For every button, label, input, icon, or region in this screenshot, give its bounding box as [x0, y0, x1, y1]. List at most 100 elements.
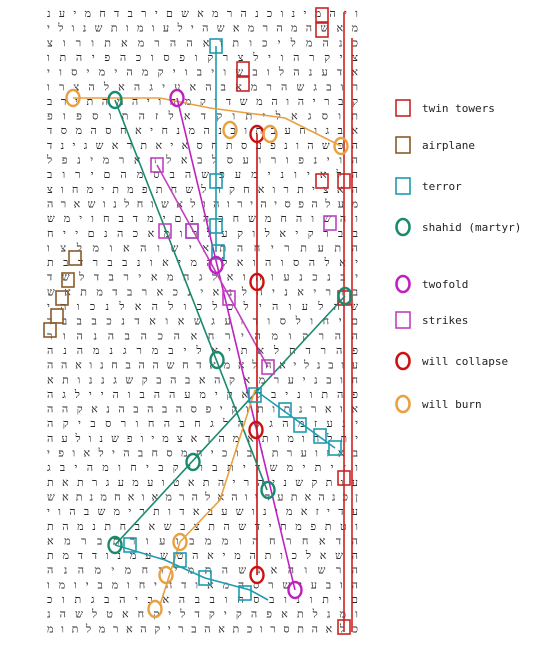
- twin-towers-letter-box: [315, 173, 329, 189]
- strikes-letter-box: [261, 359, 275, 375]
- legend-square-icon: [395, 311, 411, 329]
- grid-row: נעימחדבריםשאמרהנכונימהיו: [47, 7, 358, 20]
- legend-label: twin towers: [422, 102, 495, 115]
- will-burn-letter-oval: [65, 88, 81, 108]
- grid-row: תבדרבבנואימהלאוהוסהלאי: [47, 256, 358, 269]
- legend-label: airplane: [422, 139, 475, 152]
- shahid-line-2: [114, 295, 346, 546]
- legend-label: terror: [422, 180, 462, 193]
- terror-line-3: [254, 389, 336, 449]
- strikes-letter-box: [150, 157, 164, 173]
- strikes-letter-box: [323, 215, 337, 231]
- legend-ellipse-icon: [395, 394, 411, 414]
- terror-letter-box: [248, 387, 262, 403]
- terror-letter-box: [293, 417, 307, 433]
- legend-square-icon: [395, 136, 411, 154]
- grid-row: יוהבשמירתודאבעשונימאזידע: [47, 505, 358, 518]
- grid-row: יוסימיהמקיוביושבולהנעדא: [47, 66, 358, 79]
- grid-row: תהמנתחבאשבצתהשדיתמפתטו: [47, 520, 358, 533]
- legend-label: twofold: [422, 278, 468, 291]
- twofold-letter-oval: [208, 255, 224, 275]
- terror-letter-box: [238, 585, 252, 601]
- legend-item: twin towers: [395, 99, 495, 117]
- terror-letter-box: [198, 570, 212, 586]
- grid-row: תמדדונמעשטהאימהתוכלאשה: [47, 549, 358, 562]
- strikes-letter-box: [158, 223, 172, 239]
- airplane-letter-box: [61, 272, 75, 288]
- terror-letter-box: [209, 38, 223, 54]
- legend-item: twofold: [395, 274, 468, 294]
- will-burn-letter-oval: [222, 120, 238, 140]
- legend-item: shahid (martyr): [395, 217, 521, 237]
- legend-item: airplane: [395, 136, 475, 154]
- legend-item: strikes: [395, 311, 468, 329]
- grid-row: תאתרגעמעוטאתהירהינשקתוע: [47, 476, 358, 489]
- legend-item: will collapse: [395, 351, 508, 371]
- legend-label: strikes: [422, 314, 468, 327]
- legend-ellipse-icon: [395, 274, 411, 294]
- shahid-letter-oval: [185, 452, 201, 472]
- terror-letter-box: [209, 218, 223, 234]
- grid-row: ותהיפהכוספוקרצליוהרקיצ: [47, 51, 358, 64]
- twofold-letter-oval: [169, 88, 185, 108]
- twin-towers-letter-box: [315, 22, 329, 38]
- grid-row: אמרבתרועובממוהחרחאדה: [47, 534, 358, 547]
- grid-row: צוחמיתמפתחשלהקחאורתיצאה: [47, 183, 358, 196]
- will-burn-letter-oval: [333, 136, 349, 156]
- twin-towers-letter-box: [337, 619, 351, 635]
- terror-letter-box: [278, 402, 292, 418]
- will-collapse-letter-oval: [249, 565, 265, 585]
- letter-grid: נעימחדבריםשאמרהנכונימהיו ילונשתומועליהשאמ…: [46, 7, 358, 635]
- terror-letter-box: [211, 244, 225, 260]
- grid-row: ההקאנהבהבהספיקותותנראוא: [47, 403, 358, 416]
- strikes-line: [156, 164, 269, 368]
- grid-row: פופסותהזלאדקותילאגסות: [47, 110, 358, 123]
- twin-towers-letter-box: [337, 173, 351, 189]
- will-burn-letter-oval: [172, 532, 188, 552]
- shahid-letter-oval: [337, 286, 353, 306]
- grid-row: דניגשארתאיאסחתסעפנוהשכה: [47, 139, 358, 152]
- terror-letter-box: [123, 537, 137, 553]
- terror-letter-box: [313, 428, 327, 444]
- twin-towers-letter-box: [236, 76, 250, 92]
- legend-item: terror: [395, 177, 462, 195]
- twin-towers-letter-box: [337, 470, 351, 486]
- will-collapse-letter-oval: [249, 272, 265, 292]
- grid-row: שמיוחבדמיםנהכחשמחהושהו: [47, 212, 358, 225]
- grid-row: ההאונחבההשחדאמאלהאילנבוע: [47, 359, 358, 372]
- grid-row: צורותאמרההאותוכילמהנכ: [47, 36, 358, 49]
- legend-label: will collapse: [422, 355, 508, 368]
- will-collapse-letter-oval: [248, 420, 264, 440]
- legend-label: shahid (martyr): [422, 221, 521, 234]
- airplane-letter-box: [50, 308, 64, 324]
- terror-line-2: [114, 544, 269, 601]
- twofold-line: [176, 97, 296, 591]
- twofold-letter-oval: [287, 580, 303, 600]
- grid-row: ילונשתומועליהשאמרהמהשאמ: [47, 22, 358, 35]
- grid-row: שאתמדבראכניאנלהינאירוב: [47, 285, 358, 298]
- grid-row: כותגבהיבאהבבוחסבונותים: [47, 593, 358, 606]
- grid-row: ורצהלאהגיעאהבאמרהשגבור: [47, 80, 358, 93]
- grid-row: העלונשפוימצאדהמאתומוחלתי: [47, 432, 358, 445]
- terror-letter-box: [173, 552, 187, 568]
- grid-row: רוהנהבהכהאחריהמוקרהה: [47, 329, 358, 342]
- legend-label: will burn: [422, 398, 482, 411]
- airplane-letter-box: [43, 322, 57, 338]
- grid-row: אתוננגשקבהבאהקאמרעינבוח: [47, 373, 358, 386]
- legend: twin towers airplane terror shahid (martyr)…: [395, 99, 521, 414]
- legend-square-icon: [395, 177, 411, 195]
- grid-row: יהוכנלאהלוכלכליהועלהש: [47, 300, 358, 313]
- shahid-letter-oval: [209, 350, 225, 370]
- strikes-letter-box: [185, 223, 199, 239]
- grid-row: לפנימראחלאבלסעורופניוה: [46, 154, 358, 167]
- grid-row: גביהמוחיבקיובתידשמיתיזו: [47, 461, 358, 474]
- airplane-letter-box: [68, 250, 82, 266]
- shahid-letter-oval: [260, 480, 276, 500]
- grid-row: חייםנהכאמורלעקולאיקרבב: [47, 227, 358, 240]
- will-burn-letter-oval: [147, 599, 163, 619]
- will-burn-line-2: [159, 389, 256, 606]
- twin-towers-letter-box: [236, 61, 250, 77]
- airplane-letter-box: [55, 290, 69, 306]
- grid-row: דשלדבריאמהגלאוהוענכנבי: [47, 271, 358, 284]
